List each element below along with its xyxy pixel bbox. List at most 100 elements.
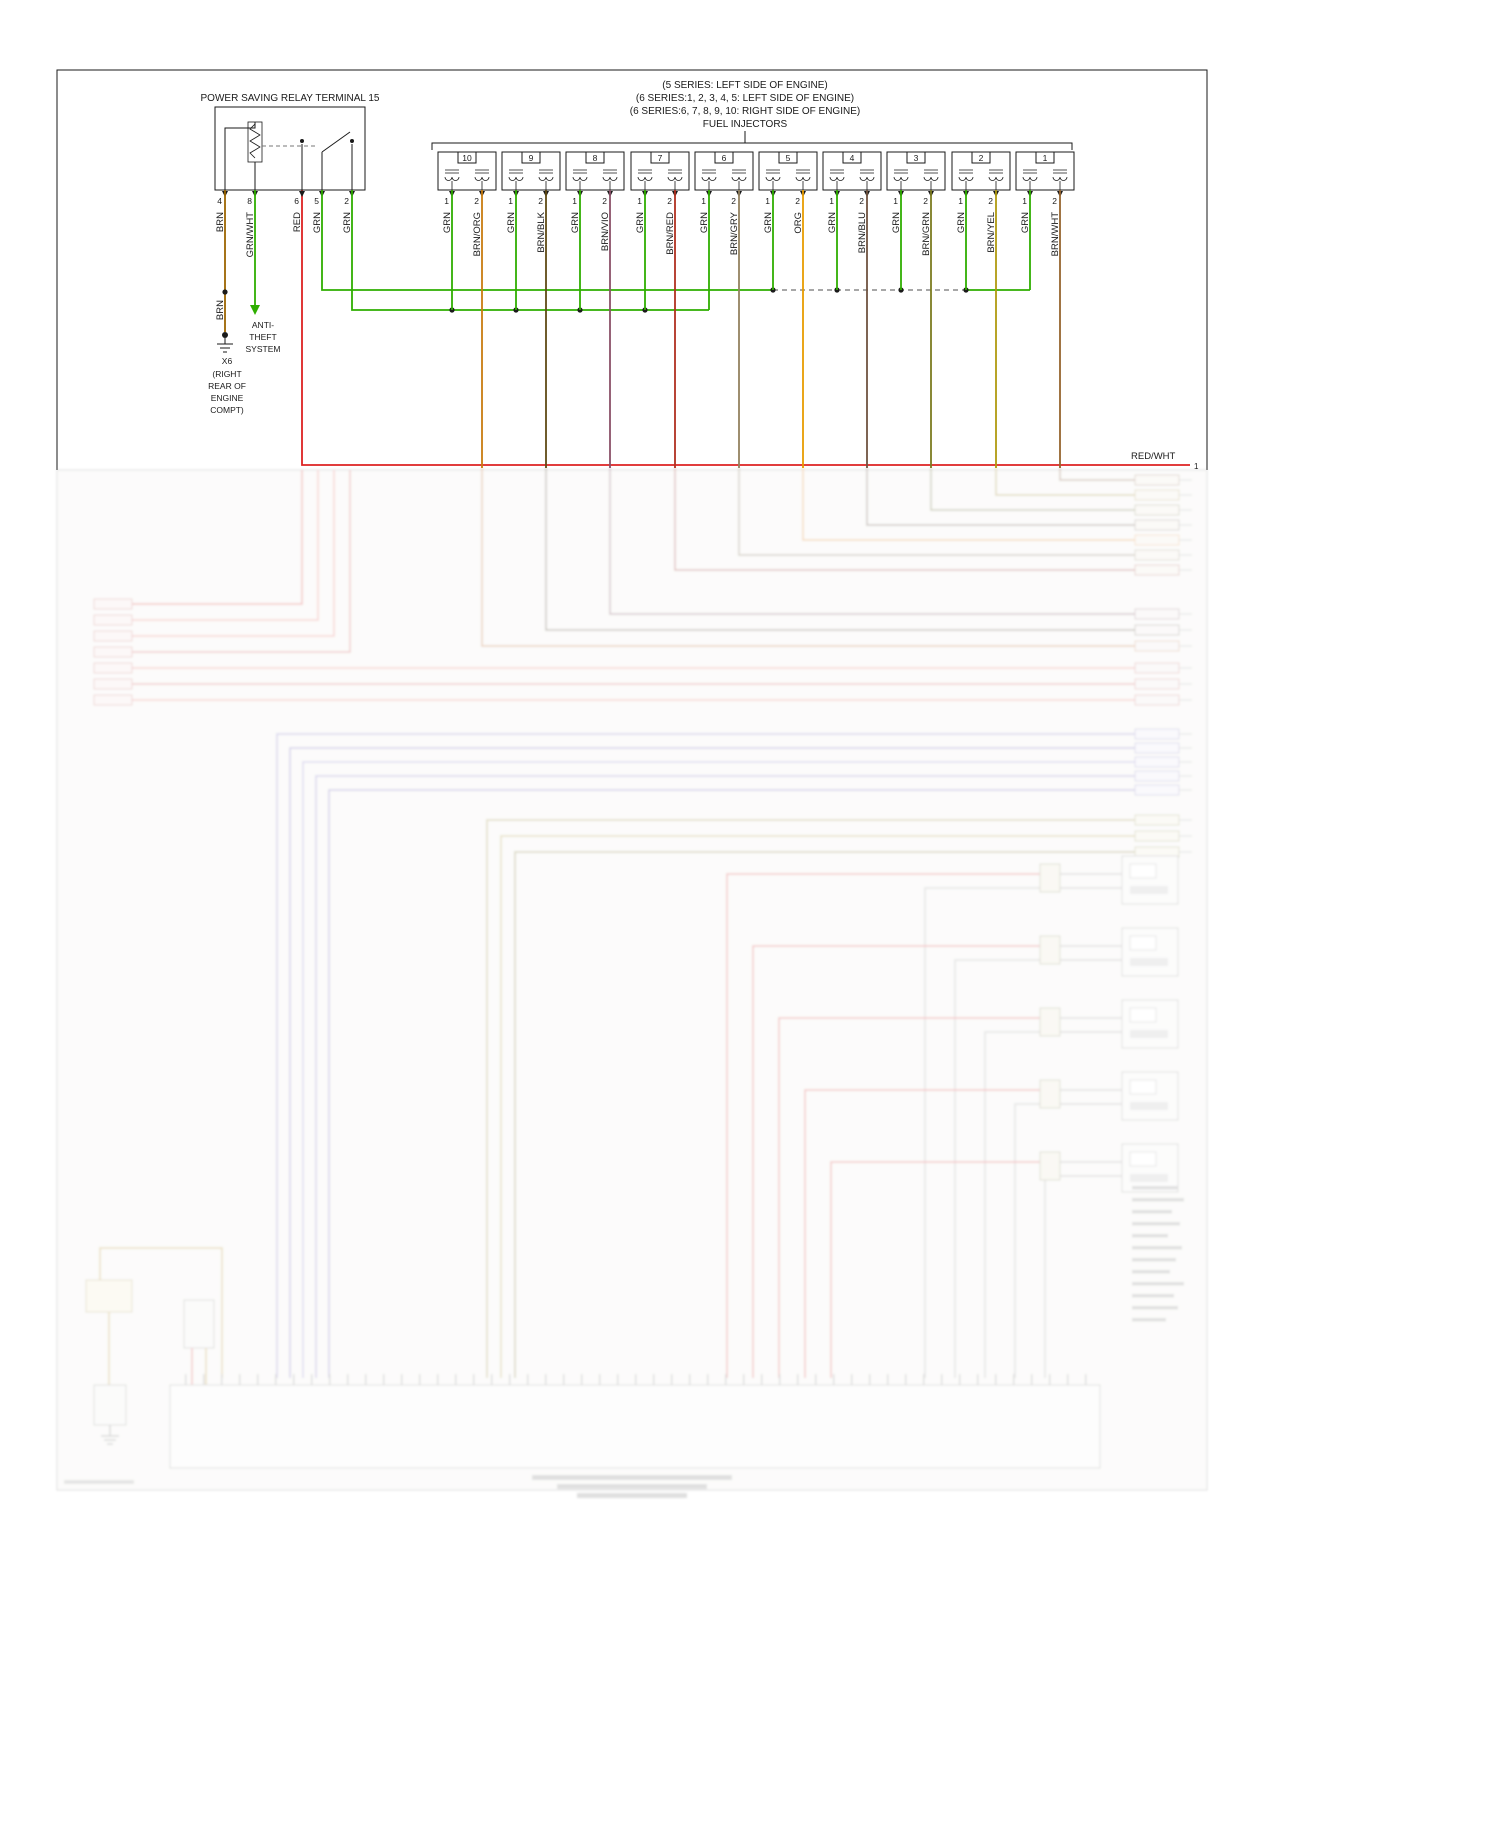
green-bus-left-bank [351, 190, 709, 313]
injector-6: 6 1 2 GRN BRN/GRY [694, 151, 754, 468]
arrow-down-icon [250, 305, 260, 315]
ground-icon [217, 338, 233, 353]
wire2-label: BRN/ORG [472, 212, 483, 256]
relay-exit-arrow-icons [222, 191, 355, 197]
pin-1-label: 1 [637, 196, 642, 206]
injector-number: 6 [722, 153, 727, 163]
faded-wire [289, 747, 1135, 1378]
faded-wire [545, 468, 1135, 631]
pin-1-label: 1 [1022, 196, 1027, 206]
faded-wire [930, 468, 1135, 511]
relay-contact-dot [350, 139, 354, 143]
injector-number: 3 [914, 153, 919, 163]
pin-1-label: 1 [701, 196, 706, 206]
relay-pin-4: 4 [217, 196, 222, 206]
pin-exit-arrow-icons [642, 191, 678, 197]
injector-coil-icon [701, 169, 747, 190]
relay-wire-label-grn5: GRN [312, 212, 323, 233]
wire1-label: GRN [1020, 212, 1031, 233]
diagram-border [56, 69, 1208, 470]
injector-coil-icon [893, 169, 939, 190]
injector-number-box [906, 151, 926, 164]
injector-number-box [1035, 151, 1055, 164]
injector-5: 5 1 2 GRN ORG [758, 151, 818, 468]
redwht-bus: RED/WHT 1 [301, 190, 1199, 471]
wire2-label: BRN/BLK [536, 211, 547, 252]
pin-exit-arrow-icons [963, 191, 999, 197]
header-note-1: (5 SERIES: LEFT SIDE OF ENGINE) [662, 80, 827, 91]
ground-label-x6: X6 [222, 356, 233, 366]
pin-exit-arrow-icons [577, 191, 613, 197]
faded-wire [315, 775, 1135, 1378]
injector-number: 10 [462, 153, 472, 163]
faded-wire [481, 468, 1135, 647]
pin-exit-arrow-icons [706, 191, 742, 197]
faded-wire [328, 789, 1135, 1378]
injector-number-box [521, 151, 541, 164]
faded-wire [276, 733, 1135, 1378]
pin-2-label: 2 [474, 196, 479, 206]
fuel-injectors-label: FUEL INJECTORS [703, 119, 788, 130]
pin-1-label: 1 [444, 196, 449, 206]
injector-number-box [585, 151, 605, 164]
wire1-label: GRN [891, 212, 902, 233]
faded-right-connector-block-3 [1134, 728, 1180, 796]
faded-ecm-section [56, 468, 1208, 1498]
anti-theft-line3: SYSTEM [246, 344, 281, 354]
ground-label-line5: COMPT) [210, 405, 244, 415]
injector-4: 4 1 2 GRN BRN/BLU [822, 151, 882, 468]
relay-pin-6: 6 [294, 196, 299, 206]
wire1-label: GRN [763, 212, 774, 233]
injector-coil-icon [958, 169, 1004, 190]
wire2-label: BRN/RED [665, 212, 676, 255]
wire1-label: GRN [956, 212, 967, 233]
injector-number: 1 [1043, 153, 1048, 163]
faded-left-connector-block [93, 598, 133, 706]
injector-number: 4 [850, 153, 855, 163]
faded-pin-stubs [1179, 479, 1192, 853]
ground-label-line4: ENGINE [211, 393, 244, 403]
pin-exit-arrow-icons [834, 191, 870, 197]
relay-wire-label-brn: BRN [215, 212, 226, 232]
pin-1-label: 1 [958, 196, 963, 206]
faded-wire [674, 468, 1135, 571]
anti-theft-line1: ANTI- [252, 320, 274, 330]
injector-number: 9 [529, 153, 534, 163]
wire1-label: GRN [699, 212, 710, 233]
pin-exit-arrow-icons [449, 191, 485, 197]
relay-coil-zigzag [249, 123, 261, 159]
injector-2: 2 1 2 GRN BRN/YEL [951, 151, 1011, 468]
header-note-3: (6 SERIES:6, 7, 8, 9, 10: RIGHT SIDE OF … [630, 106, 860, 117]
wire-red-redwht [301, 190, 1190, 466]
pin-2-label: 2 [602, 196, 607, 206]
injector-number-box [971, 151, 991, 164]
faded-right-connector-block-2 [1134, 608, 1180, 706]
injector-number-box [457, 151, 477, 164]
wire2-label: BRN/GRY [729, 211, 740, 255]
wire1-label: GRN [635, 212, 646, 233]
power-saving-relay: POWER SAVING RELAY TERMINAL 15 4 8 6 5 2… [201, 93, 380, 257]
pin-2-label: 2 [923, 196, 928, 206]
faded-wire [514, 851, 1135, 1378]
injector-9: 9 1 2 GRN BRN/BLK [501, 151, 561, 468]
relay-pin-5: 5 [314, 196, 319, 206]
relay-box [214, 106, 366, 191]
injector-coil-icon [829, 169, 875, 190]
relay-coil-lead [224, 122, 256, 190]
pin-1-label: 1 [893, 196, 898, 206]
wire-grn-bus-a [351, 190, 709, 311]
junction-dot [222, 289, 228, 295]
wire2-label: BRN/YEL [986, 212, 997, 253]
anti-theft-arrow: ANTI- THEFT SYSTEM [246, 190, 281, 354]
wire-grn-bus-b [321, 190, 773, 291]
injector-coil-icon [637, 169, 683, 190]
injector-number-box [842, 151, 862, 164]
fuel-injectors-header: (5 SERIES: LEFT SIDE OF ENGINE) (6 SERIE… [431, 80, 1073, 150]
faded-wire [609, 468, 1135, 615]
pin-exit-arrow-icons [770, 191, 806, 197]
injector-number: 2 [979, 153, 984, 163]
faded-ecm-box [64, 1374, 1101, 1498]
injector-number: 5 [786, 153, 791, 163]
relay-pin-2: 2 [344, 196, 349, 206]
injector-coil-icon [572, 169, 618, 190]
